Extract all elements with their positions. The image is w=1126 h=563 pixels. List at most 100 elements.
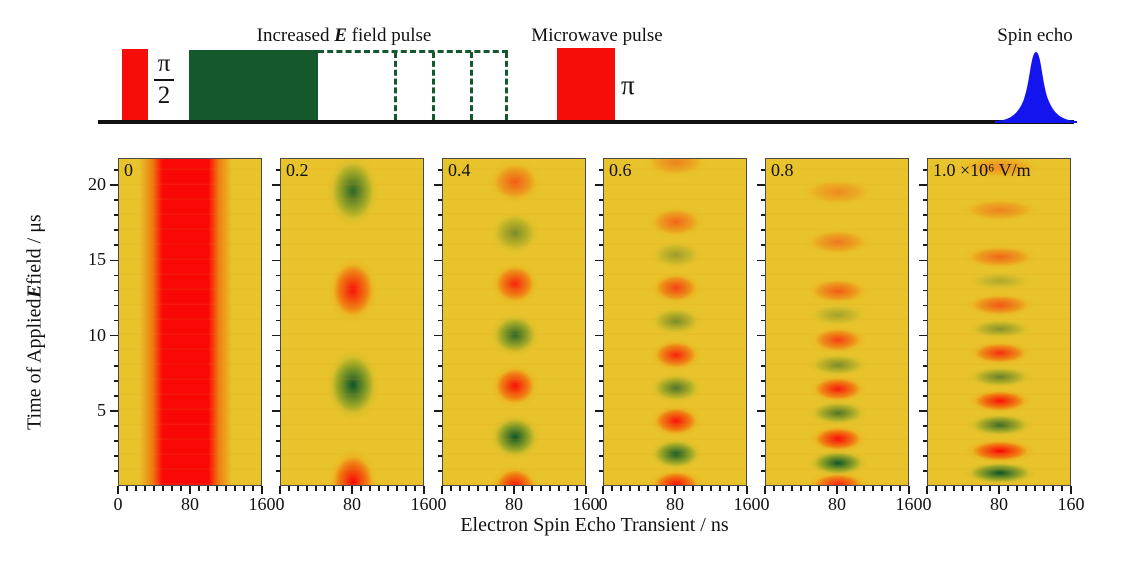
x-tick-label: 0 xyxy=(922,494,932,514)
y-minor-tick xyxy=(437,274,442,277)
y-minor-tick xyxy=(275,379,280,382)
x-minor-tick xyxy=(692,486,694,491)
x-major-tick xyxy=(261,486,263,494)
x-minor-tick xyxy=(737,486,739,491)
y-minor-tick xyxy=(275,440,280,442)
y-minor-tick xyxy=(760,304,765,307)
y-minor-tick xyxy=(437,364,442,367)
x-minor-tick xyxy=(387,486,389,491)
microwave-pulse xyxy=(557,48,615,120)
x-major-tick xyxy=(189,486,191,494)
x-minor-tick xyxy=(567,486,569,491)
x-minor-tick xyxy=(620,486,622,491)
y-minor-tick xyxy=(922,379,927,382)
x-minor-tick xyxy=(773,486,775,491)
y-minor-tick xyxy=(598,319,603,322)
y-minor-tick xyxy=(922,349,927,352)
x-minor-tick xyxy=(1061,486,1063,491)
x-major-tick xyxy=(998,486,1000,494)
y-minor-tick xyxy=(437,349,442,352)
y-minor-tick xyxy=(113,319,118,322)
x-minor-tick xyxy=(800,486,802,491)
x-minor-tick xyxy=(809,486,811,491)
e-field-pulse-label: Increased E field pulse xyxy=(238,25,450,47)
x-minor-tick xyxy=(629,486,631,491)
y-minor-tick xyxy=(275,289,280,292)
x-minor-tick xyxy=(333,486,335,491)
fraction-bar xyxy=(154,79,174,81)
y-minor-tick xyxy=(598,349,603,352)
y-minor-tick xyxy=(437,229,442,232)
y-minor-tick xyxy=(275,364,280,367)
y-minor-tick xyxy=(760,455,765,457)
x-minor-tick xyxy=(638,486,640,491)
y-major-tick xyxy=(434,184,442,186)
y-major-tick xyxy=(919,259,927,262)
x-minor-tick xyxy=(306,486,308,491)
x-major-tick xyxy=(279,486,281,494)
x-minor-tick xyxy=(863,486,865,491)
y-minor-tick xyxy=(437,304,442,307)
x-minor-tick xyxy=(944,486,946,491)
y-minor-tick xyxy=(922,289,927,292)
x-minor-tick xyxy=(935,486,937,491)
e-field-pulse-dashed-edge xyxy=(394,52,397,120)
x-minor-tick xyxy=(288,486,290,491)
spin-echo-gaussian xyxy=(995,52,1077,123)
y-minor-tick xyxy=(113,455,118,457)
x-minor-tick xyxy=(207,486,209,491)
y-minor-tick xyxy=(598,394,603,397)
y-minor-tick xyxy=(760,379,765,382)
pi-half-denominator: 2 xyxy=(157,82,171,109)
x-tick-label: 160 xyxy=(733,494,761,514)
panel-field-label: 1.0 ×10⁶ V/m xyxy=(933,160,1031,180)
x-major-tick xyxy=(836,486,838,494)
x-minor-tick xyxy=(153,486,155,491)
e-field-pulse-dashed-top xyxy=(318,50,508,53)
y-minor-tick xyxy=(922,229,927,232)
y-minor-tick xyxy=(598,364,603,367)
x-tick-label: 80 xyxy=(181,494,199,514)
y-minor-tick xyxy=(275,425,280,427)
y-minor-tick xyxy=(760,349,765,352)
x-tick-label: 0 xyxy=(760,494,770,514)
x-minor-tick xyxy=(719,486,721,491)
x-minor-tick xyxy=(342,486,344,491)
x-tick-label: 80 xyxy=(343,494,361,514)
x-major-tick xyxy=(746,486,748,494)
y-minor-tick xyxy=(275,470,280,472)
x-minor-tick xyxy=(171,486,173,491)
y-minor-tick xyxy=(922,199,927,202)
x-minor-tick xyxy=(369,486,371,491)
e-field-pulse-dashed-edge xyxy=(505,52,508,120)
y-minor-tick xyxy=(275,349,280,352)
x-tick-label: 80 xyxy=(990,494,1008,514)
y-major-tick xyxy=(919,334,927,337)
x-major-tick xyxy=(926,486,928,494)
x-tick-label: 160 xyxy=(1057,494,1085,514)
x-minor-tick xyxy=(144,486,146,491)
y-minor-tick xyxy=(598,304,603,307)
x-major-tick xyxy=(117,486,119,494)
x-minor-tick xyxy=(576,486,578,491)
y-minor-tick xyxy=(922,470,927,472)
x-minor-tick xyxy=(558,486,560,491)
y-major-tick xyxy=(434,409,442,412)
x-major-tick xyxy=(351,486,353,494)
x-minor-tick xyxy=(126,486,128,491)
x-minor-tick xyxy=(728,486,730,491)
y-major-tick xyxy=(919,184,927,186)
y-minor-tick xyxy=(922,440,927,442)
pi-label: π xyxy=(621,70,635,100)
y-minor-tick xyxy=(113,199,118,202)
panel-field-label: 0.4 xyxy=(448,160,471,180)
x-major-tick xyxy=(423,486,425,494)
panel-field-label: 0.6 xyxy=(609,160,632,180)
x-minor-tick xyxy=(683,486,685,491)
y-tick-label: 15 xyxy=(88,249,106,270)
y-minor-tick xyxy=(275,455,280,457)
heatmap-panel: 0.8 xyxy=(765,158,909,486)
pi-half-label: π 2 xyxy=(150,51,178,108)
y-major-tick xyxy=(595,259,603,262)
